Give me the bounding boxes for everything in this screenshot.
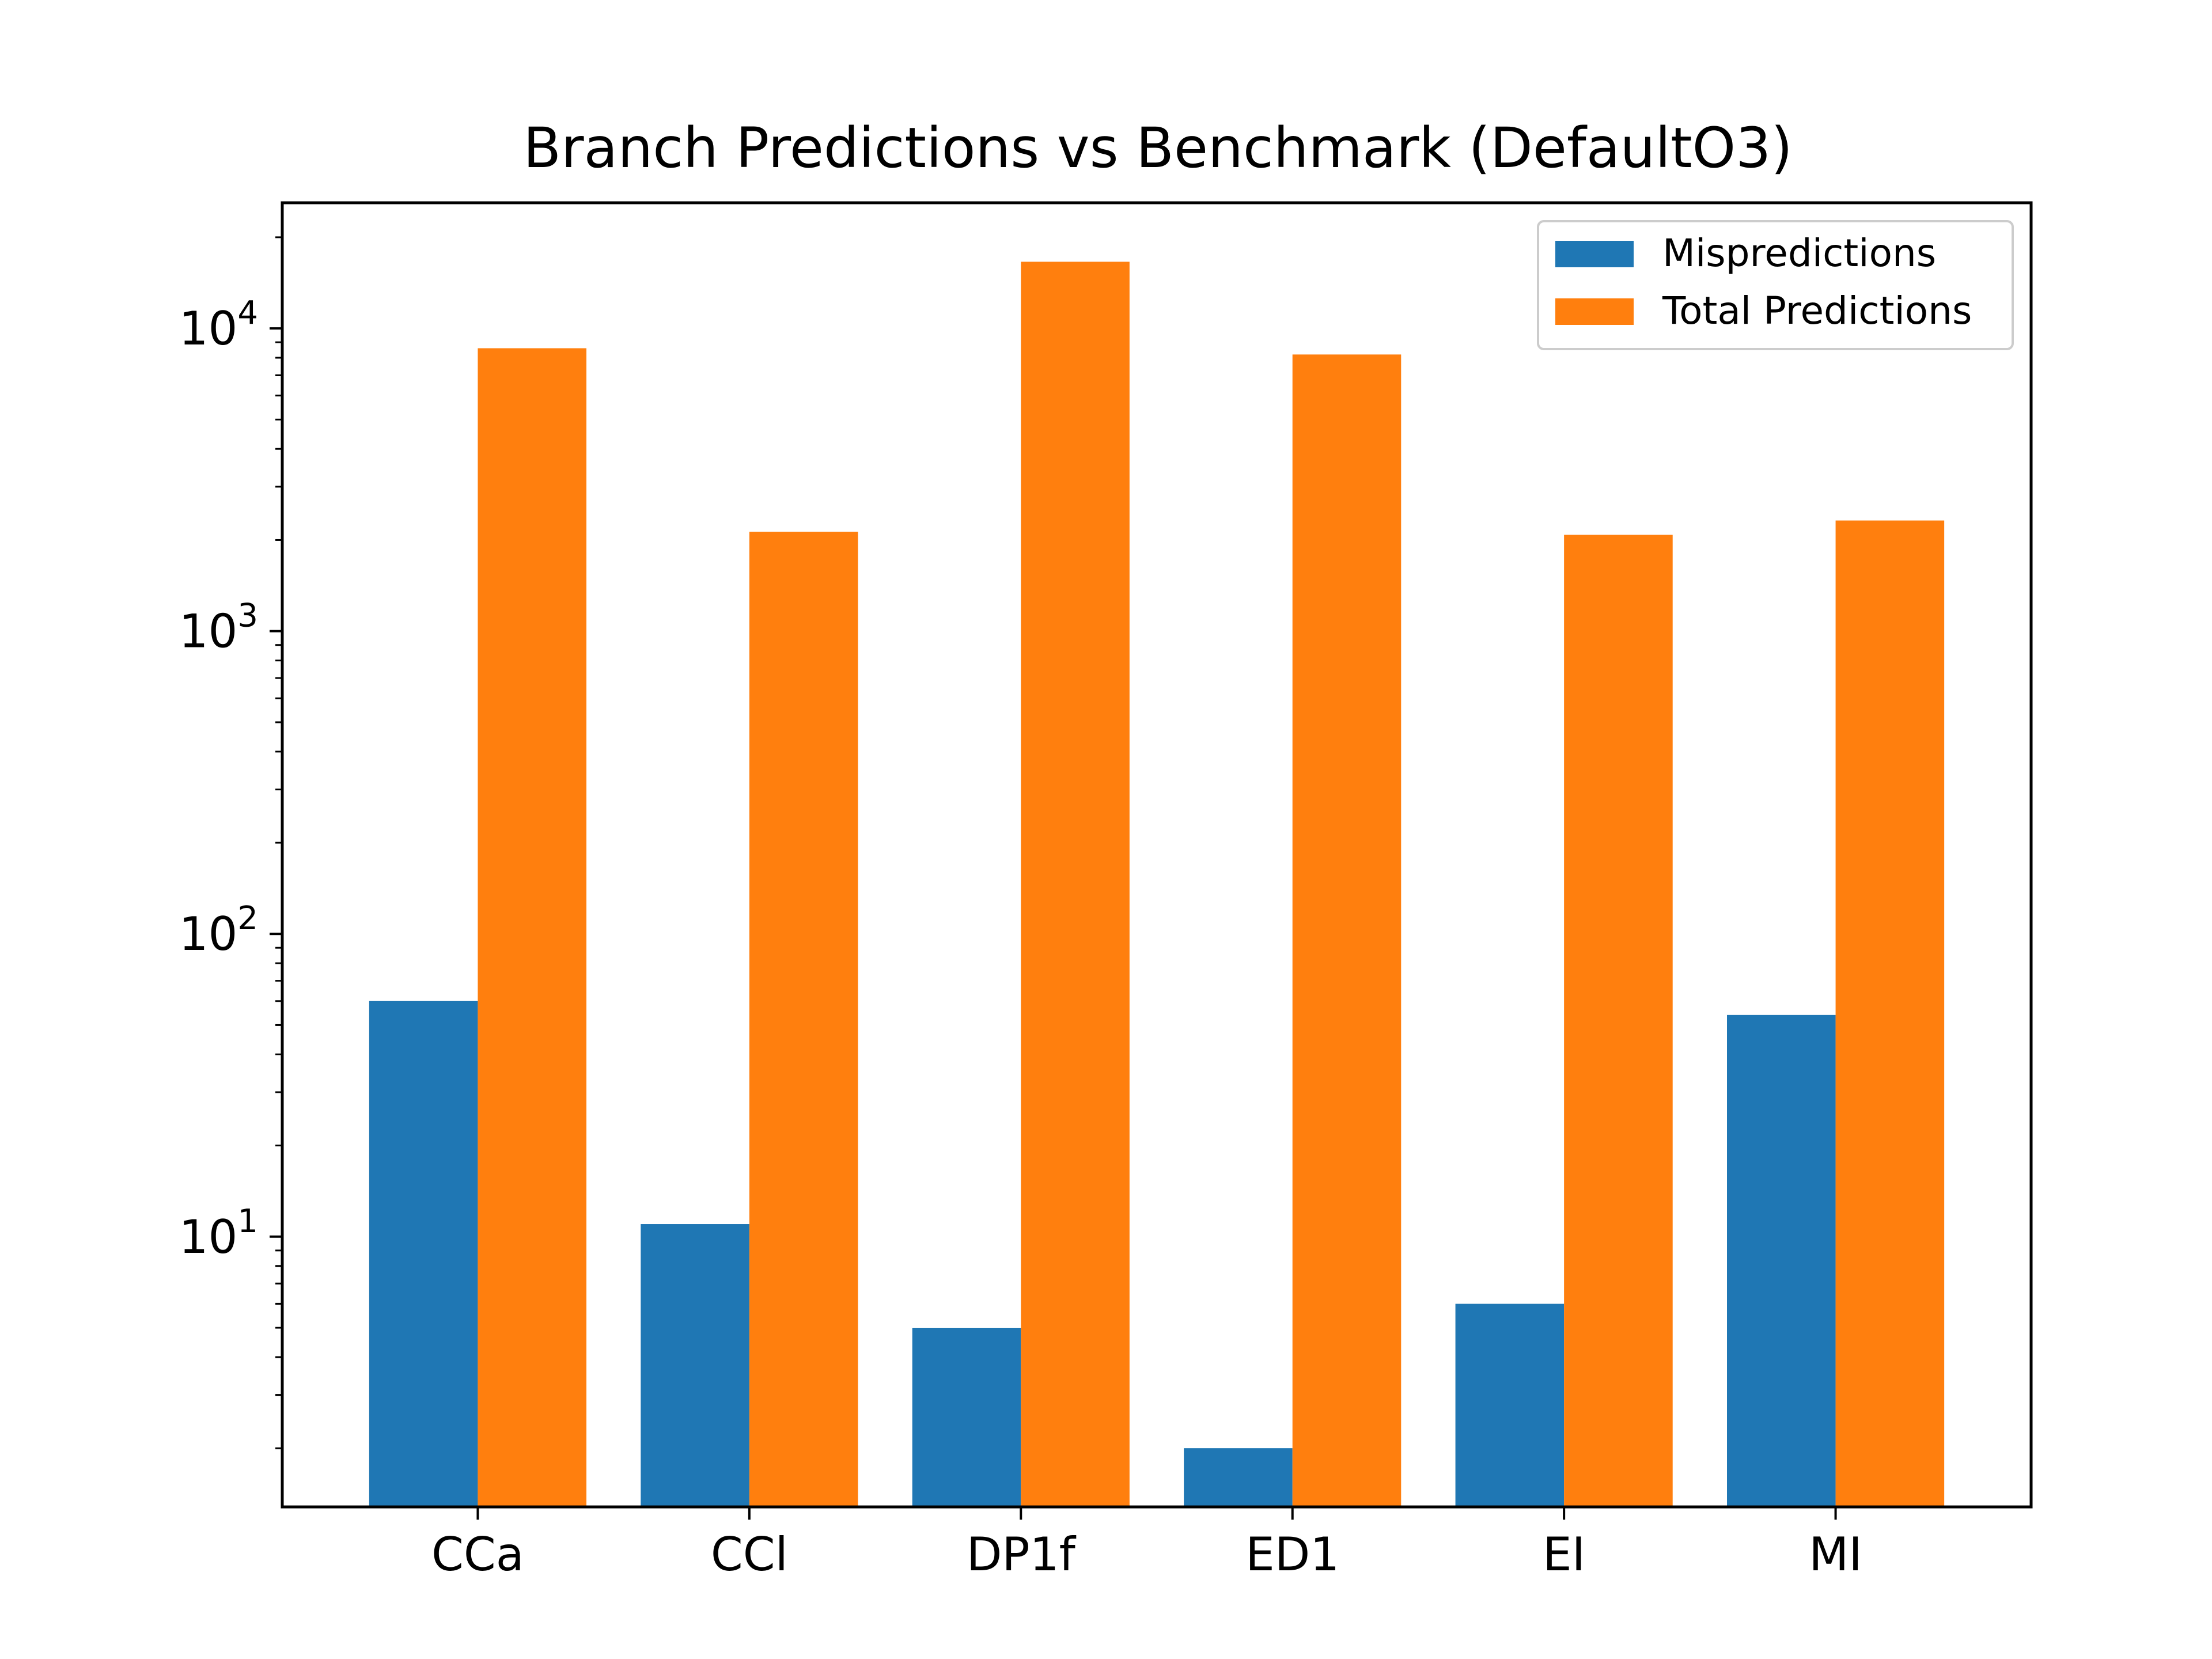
y-tick-label: 104 [179,294,258,355]
y-tick-label: 103 [179,597,258,658]
x-tick-label-ei: EI [1543,1528,1585,1581]
bar-mispredictions-dp1f [912,1327,1021,1507]
bar-total-predictions-dp1f [1021,262,1130,1508]
y-tick-label: 101 [179,1203,258,1264]
plot-frame [281,201,2033,1509]
legend-swatch [1555,241,1634,267]
legend-label: Total Predictions [1662,289,1972,333]
bar-mispredictions-ccl [641,1224,749,1507]
x-tick-label-dp1f: DP1f [967,1528,1077,1581]
x-tick-label-ed1: ED1 [1245,1528,1339,1581]
legend-box [1537,220,2014,350]
bar-total-predictions-ed1 [1292,354,1402,1507]
legend-label: Mispredictions [1662,231,1936,275]
x-tick-label-ccl: CCl [711,1528,788,1581]
chart-title: Branch Predictions vs Benchmark (Default… [523,116,1793,180]
bar-mispredictions-ei [1455,1304,1565,1507]
bar-mispredictions-ed1 [1184,1448,1293,1507]
bar-mispredictions-cca [369,1001,478,1507]
legend: Mispredictions Total Predictions [1537,220,2014,350]
x-tick-label-mi: MI [1809,1528,1862,1581]
y-tick-label: 102 [179,900,258,961]
bar-total-predictions-mi [1835,520,1945,1507]
legend-swatch [1555,298,1634,325]
x-tick-label-cca: CCa [431,1528,524,1581]
bar-total-predictions-ei [1564,535,1673,1507]
bars-layer [369,262,1945,1508]
y-axis: 101 102 103 104 [179,236,282,1449]
bar-mispredictions-mi [1727,1014,1836,1507]
bar-total-predictions-cca [478,348,586,1507]
x-axis: CCa CCl DP1f ED1 EI MI [431,1507,1862,1581]
bar-total-predictions-ccl [749,532,858,1507]
